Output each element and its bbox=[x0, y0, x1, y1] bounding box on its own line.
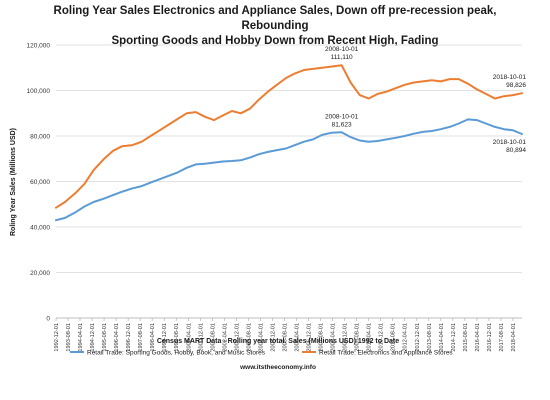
x-tick-label: 2007-08-01 bbox=[319, 323, 325, 352]
x-tick-label: 2011-08-01 bbox=[391, 323, 397, 351]
chart-title: Roling Year Sales Electronics and Applia… bbox=[20, 4, 530, 49]
legend: Retail Trade: Sporting Goods, Hobby, Boo… bbox=[70, 349, 453, 356]
x-tick-label: 2008-12-01 bbox=[343, 323, 349, 352]
y-axis-label: Roling Year Sales (Millions USD) bbox=[10, 128, 17, 236]
x-tick-label: 1996-04-01 bbox=[114, 323, 120, 352]
annotations: 2008-10-01111,1102008-10-0181,6232018-10… bbox=[325, 46, 526, 154]
y-axis-ticks: 0 20,000 40,000 60,000 80,000 100,000 120,000 bbox=[27, 42, 51, 322]
x-tick-label: 2008-04-01 bbox=[331, 323, 337, 352]
x-tick-label: 2015-08-01 bbox=[463, 323, 469, 352]
x-tick-label: 2006-04-01 bbox=[294, 323, 300, 352]
legend-label: Retail Trade: Sporting Goods, Hobby, Boo… bbox=[87, 349, 266, 356]
x-tick-label: 2012-04-01 bbox=[403, 323, 409, 352]
x-tick-label: 2000-04-01 bbox=[186, 323, 192, 352]
x-tick-label: 2005-08-01 bbox=[282, 323, 288, 352]
x-tick-label: 1994-12-01 bbox=[90, 323, 96, 352]
series-line-electronics bbox=[55, 64, 523, 209]
series-lines bbox=[55, 64, 523, 222]
gridlines bbox=[56, 44, 522, 319]
x-tick-label: 1995-08-01 bbox=[102, 323, 108, 352]
x-axis-ticks: 1992-12-01 1993-08-01 1994-04-01 1994-12-01… bbox=[54, 318, 517, 352]
x-tick-label: 2002-04-01 bbox=[222, 323, 228, 352]
x-tick-label: 2014-12-01 bbox=[451, 323, 457, 352]
x-tick-label: 1999-08-01 bbox=[174, 323, 180, 352]
annotation-value: 81,623 bbox=[332, 121, 352, 128]
x-tick-label: 1996-12-01 bbox=[126, 323, 132, 352]
x-tick-label: 1992-12-01 bbox=[54, 323, 60, 352]
source-url: www.itstheeconomy.info bbox=[239, 364, 316, 371]
annotation-value: 80,894 bbox=[506, 147, 526, 154]
y-tick-label: 60,000 bbox=[30, 179, 50, 186]
x-tick-label: 2002-12-01 bbox=[234, 323, 240, 352]
y-tick-label: 120,000 bbox=[27, 42, 51, 49]
x-tick-label: 2016-12-01 bbox=[487, 323, 493, 352]
x-tick-label: 2009-08-01 bbox=[355, 323, 361, 352]
annotation-value: 98,826 bbox=[506, 82, 526, 89]
x-tick-label: 2003-08-01 bbox=[246, 323, 252, 352]
x-tick-label: 2014-04-01 bbox=[439, 323, 445, 352]
x-axis-label: Census MART Data - Rolling year total. S… bbox=[157, 338, 399, 345]
y-tick-label: 100,000 bbox=[27, 88, 51, 95]
annotation-date: 2018-10-01 bbox=[493, 74, 527, 81]
x-tick-label: 2000-12-01 bbox=[198, 323, 204, 352]
x-tick-label: 1997-08-01 bbox=[138, 323, 144, 352]
x-tick-label: 1998-12-01 bbox=[162, 323, 168, 352]
x-tick-label: 1993-08-01 bbox=[66, 323, 72, 352]
x-tick-label: 2017-08-01 bbox=[499, 323, 505, 352]
x-tick-label: 2010-04-01 bbox=[367, 323, 373, 352]
x-tick-label: 2004-04-01 bbox=[258, 323, 264, 352]
y-tick-label: 0 bbox=[46, 315, 50, 322]
legend-label: Retail Trade: Electronics and Appliance … bbox=[319, 349, 453, 356]
annotation-date: 2008-10-01 bbox=[325, 113, 359, 120]
chart-title-line-2: Sporting Goods and Hobby Down from Recen… bbox=[111, 35, 439, 47]
y-tick-label: 80,000 bbox=[30, 133, 50, 140]
x-tick-label: 2006-12-01 bbox=[307, 323, 313, 352]
y-tick-label: 40,000 bbox=[30, 224, 50, 231]
series-line-sporting-goods bbox=[55, 118, 523, 222]
annotation-date: 2018-10-01 bbox=[493, 139, 527, 146]
x-tick-label: 1994-04-01 bbox=[78, 323, 84, 352]
x-tick-label: 2004-12-01 bbox=[270, 323, 276, 352]
annotation-value: 111,110 bbox=[331, 54, 353, 61]
x-tick-label: 2001-08-01 bbox=[210, 323, 216, 352]
x-tick-label: 2012-12-01 bbox=[415, 323, 421, 352]
x-tick-label: 2010-12-01 bbox=[379, 323, 385, 352]
x-tick-label: 2016-04-01 bbox=[475, 323, 481, 352]
x-tick-label: 1998-04-01 bbox=[150, 323, 156, 352]
x-tick-label: 2018-04-01 bbox=[511, 323, 517, 352]
x-tick-label: 2013-08-01 bbox=[427, 323, 433, 352]
chart-title-line-1: Roling Year Sales Electronics and Applia… bbox=[53, 5, 497, 32]
y-tick-label: 20,000 bbox=[30, 270, 50, 277]
annotation-date: 2008-10-01 bbox=[325, 46, 359, 53]
